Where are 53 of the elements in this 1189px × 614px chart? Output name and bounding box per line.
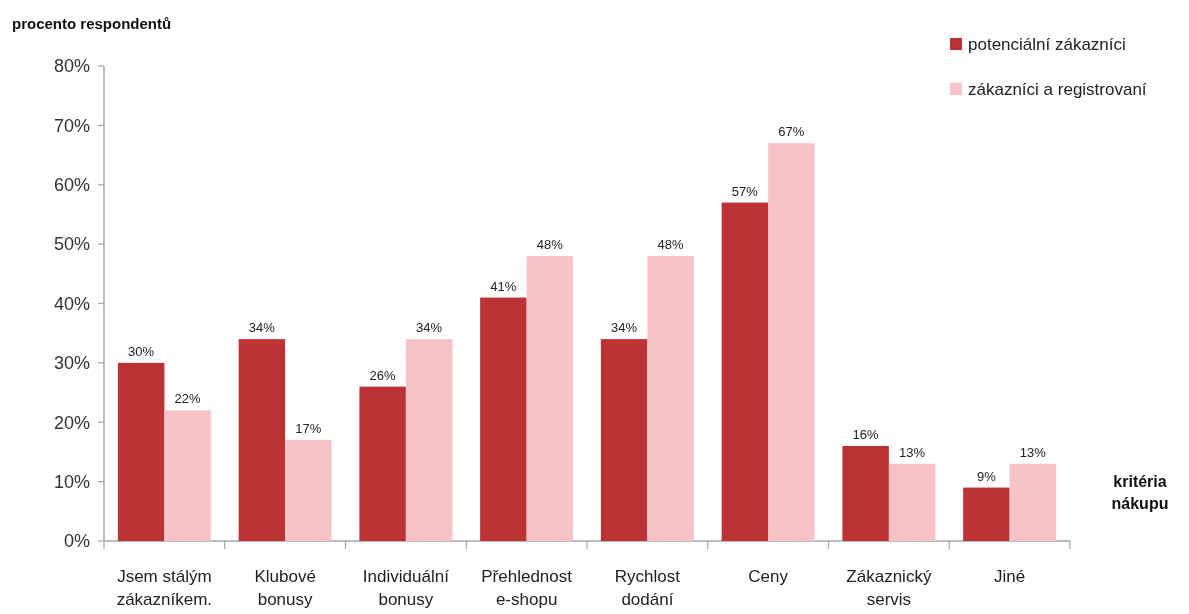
bar bbox=[600, 339, 648, 541]
bar bbox=[238, 339, 286, 541]
data-label: 22% bbox=[174, 391, 202, 407]
y-tick-label: 60% bbox=[53, 175, 90, 196]
data-label: 34% bbox=[416, 320, 443, 336]
legend-label: potenciální zákazníci bbox=[968, 34, 1126, 54]
bar bbox=[721, 202, 769, 541]
data-label: 17% bbox=[295, 421, 322, 437]
data-label: 9% bbox=[976, 468, 997, 484]
x-tick-label: Jiné bbox=[994, 567, 1026, 586]
y-tick-label: 20% bbox=[53, 412, 90, 433]
data-label: 26% bbox=[369, 367, 397, 383]
y-tick-label: 80% bbox=[53, 56, 90, 77]
x-tick-label: Jsem stálým zákazníkem. bbox=[116, 567, 213, 609]
data-label: 16% bbox=[852, 427, 880, 442]
y-tick-label: 10% bbox=[53, 471, 90, 492]
data-label: 57% bbox=[731, 183, 759, 199]
bar bbox=[526, 256, 574, 541]
bar bbox=[480, 297, 527, 541]
data-label: 34% bbox=[611, 320, 638, 336]
data-label: 13% bbox=[1019, 444, 1047, 460]
bar bbox=[405, 339, 453, 541]
bar bbox=[164, 410, 211, 541]
x-tick-label: Zákaznický servis bbox=[846, 567, 932, 609]
data-label: 34% bbox=[248, 320, 276, 336]
x-tick-label: Individuální bonusy bbox=[362, 567, 450, 609]
data-label: 48% bbox=[536, 237, 564, 252]
bar bbox=[768, 143, 815, 541]
y-tick-label: 70% bbox=[53, 115, 90, 136]
legend-label: zákazníci a registrovaní bbox=[968, 79, 1147, 99]
bar bbox=[888, 463, 936, 541]
x-tick-label: Rychlost dodání bbox=[614, 567, 681, 609]
y-tick-label: 40% bbox=[53, 293, 90, 314]
data-label: 67% bbox=[778, 124, 805, 140]
bar bbox=[117, 362, 165, 541]
bar bbox=[842, 446, 889, 541]
data-label: 48% bbox=[657, 237, 685, 252]
data-label: 13% bbox=[899, 444, 926, 460]
y-axis-title: procento respondentů bbox=[12, 15, 172, 32]
x-tick-label: Klubové bonusy bbox=[254, 567, 316, 609]
bar bbox=[963, 487, 1010, 541]
y-tick-label: 0% bbox=[63, 531, 90, 552]
y-tick-label: 50% bbox=[53, 234, 90, 255]
data-label: 41% bbox=[490, 278, 517, 294]
data-label: 30% bbox=[128, 343, 155, 359]
bar bbox=[1009, 463, 1057, 541]
x-tick-label: Ceny bbox=[748, 567, 789, 586]
bar bbox=[359, 386, 406, 541]
y-tick-label: 30% bbox=[53, 353, 90, 374]
bar bbox=[647, 256, 694, 541]
x-axis-title: kritéria nákupu bbox=[1111, 473, 1169, 512]
x-tick-label: Přehlednost e-shopu bbox=[481, 567, 573, 609]
bar bbox=[285, 440, 332, 541]
